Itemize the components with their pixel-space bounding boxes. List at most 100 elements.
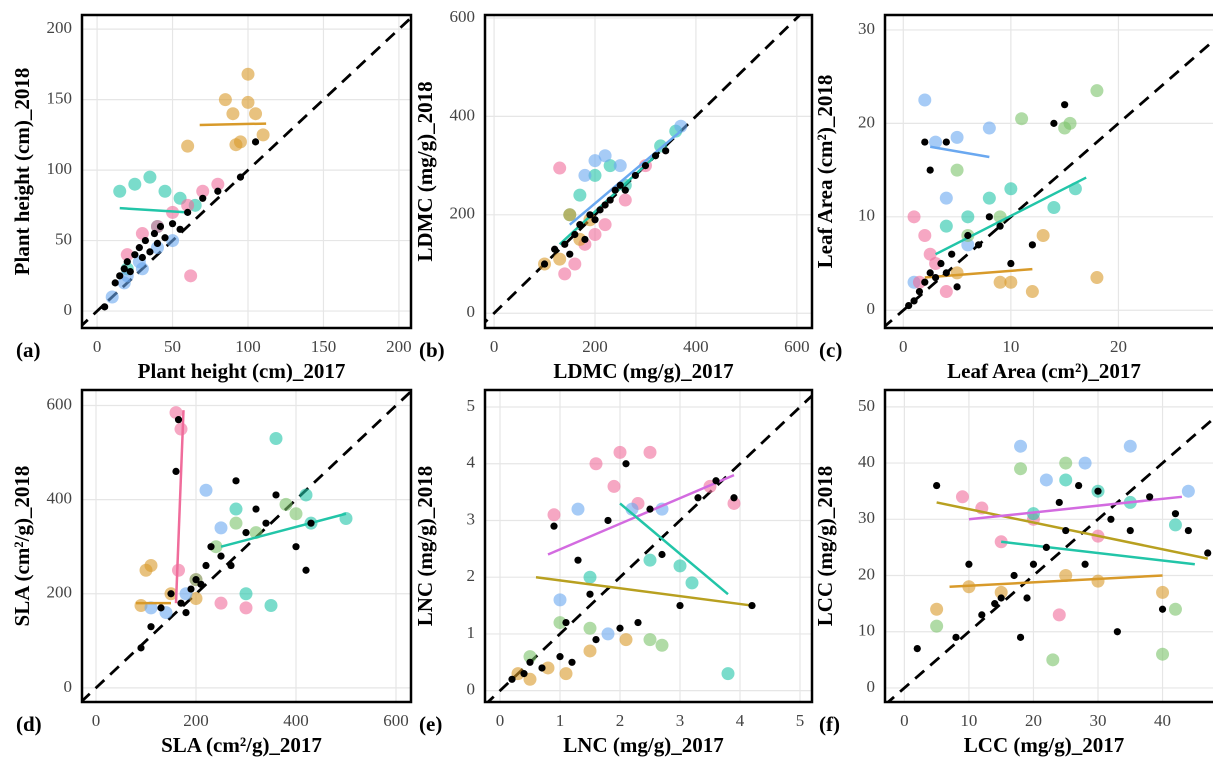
point [601,201,609,209]
point [910,297,918,305]
point [583,621,597,635]
y-tick-label: 200 [450,204,476,223]
point [596,206,604,214]
fit-line [535,575,753,607]
point [583,644,597,658]
point [939,191,953,205]
x-axis-label: Plant height (cm)_2017 [138,359,346,383]
plot-border [883,388,1213,704]
point [1113,628,1121,636]
identity-line [485,15,802,325]
x-tick-label: 600 [383,711,409,730]
y-tick-label: 20 [858,112,875,131]
point [116,272,124,280]
point [307,519,315,527]
plot-background [885,15,1213,328]
point [1047,200,1061,214]
x-tick-label: 150 [311,337,337,356]
fit-line [936,501,1208,560]
point [144,559,158,573]
point [158,184,172,198]
point [583,213,597,227]
point [607,479,621,493]
point [214,521,228,535]
plot-area [485,15,812,328]
point [598,149,612,163]
y-tick-label: 400 [47,489,73,508]
plot-area [82,390,411,702]
point [150,229,159,238]
point [137,644,145,652]
point [252,505,260,513]
y-tick-label: 3 [467,509,476,528]
point [694,494,702,502]
x-tick-label: 30 [1090,711,1107,730]
point [1090,271,1104,285]
point [138,253,146,262]
point [232,477,240,485]
point [123,258,131,266]
point [616,181,624,189]
point [561,240,569,248]
point [982,191,996,205]
point [229,502,243,516]
point [603,159,617,173]
panel: 0 50 100 150 200 0 50 100 150 200 Plant height (cm… [10,13,413,383]
point [229,516,243,530]
plot-area [885,390,1213,702]
point [251,138,260,146]
x-axis-label: SLA (cm²/g)_2017 [161,733,322,757]
y-tick-label: 400 [450,105,476,124]
point [177,599,185,607]
point [1126,526,1134,535]
point [211,177,225,191]
point [685,576,699,590]
y-tick-label: 200 [47,583,73,602]
point [559,667,573,681]
point [566,250,574,258]
y-tick-label: 0 [64,677,73,696]
point [508,675,516,683]
point [576,221,584,229]
fit-line [929,145,990,159]
point [748,601,756,610]
point [256,128,270,142]
point [662,147,670,155]
point [553,616,567,630]
x-tick-label: 0 [92,711,101,730]
point [942,269,950,277]
point [1204,549,1212,557]
y-tick-label: 0 [867,299,876,318]
point [673,559,687,573]
point [218,93,232,107]
point [1091,574,1105,588]
x-tick-label: 50 [164,337,181,356]
point [965,560,973,568]
point [1156,647,1170,661]
point [915,287,924,296]
fit-line [924,267,1033,279]
y-tick-label: 50 [55,229,72,248]
point [982,121,996,135]
point [187,585,195,593]
point [923,247,937,261]
point [289,507,303,521]
x-tick-label: 200 [582,337,608,356]
point [166,234,180,248]
point [241,95,255,109]
x-tick-label: 400 [683,337,709,356]
point [553,252,567,266]
point [299,488,313,502]
y-axis-label: LNC (mg/g)_2018 [413,466,437,626]
point [1023,594,1031,602]
point [1015,112,1029,126]
point [1039,473,1053,487]
point [1050,119,1058,127]
point [1025,285,1039,299]
point [721,667,735,681]
point [153,239,162,248]
point [184,269,198,283]
panel-label: (b) [419,338,445,362]
point [1107,515,1115,523]
